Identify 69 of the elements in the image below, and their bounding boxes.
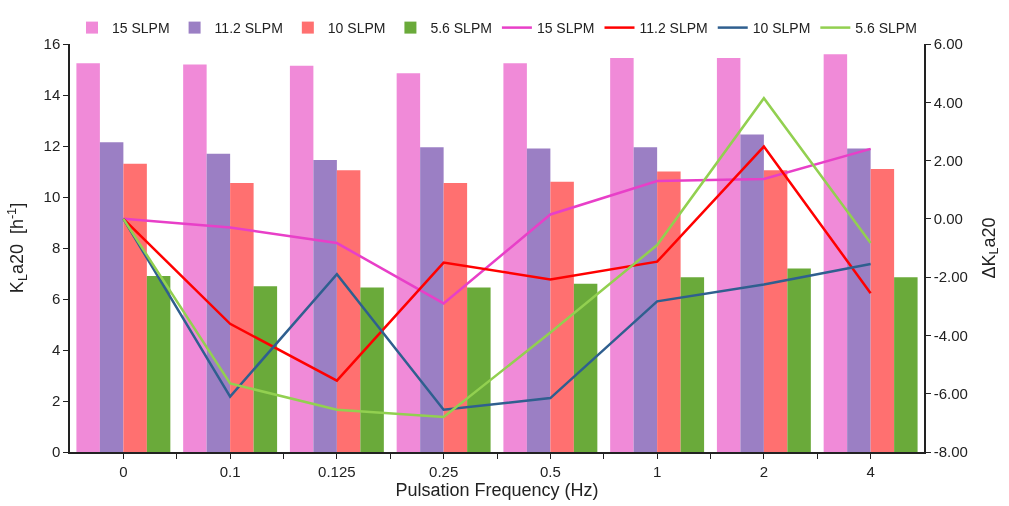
bar — [740, 134, 764, 452]
legend-label: 15 SLPM — [112, 20, 170, 37]
bar — [787, 268, 811, 452]
bar — [526, 148, 551, 452]
bar — [610, 58, 634, 452]
y2-tick-label: 0.00 — [933, 210, 963, 228]
y2-tick-label: 4.00 — [933, 93, 963, 111]
x-tick-label: 0 — [119, 462, 128, 480]
bar — [76, 63, 100, 452]
y-tick-label: 8 — [51, 239, 61, 257]
bar — [183, 64, 207, 452]
bar — [360, 287, 384, 452]
bar — [503, 63, 527, 452]
bar — [633, 147, 658, 452]
legend-label: 5.6 SLPM — [430, 20, 492, 37]
line-series — [122, 147, 872, 305]
bar — [336, 170, 361, 452]
x-tick-label: 2 — [759, 462, 769, 480]
legend-label: 10 SLPM — [327, 20, 386, 37]
y-tick-label: 6 — [51, 290, 61, 308]
y-tick-label: 0 — [51, 443, 61, 461]
bar — [123, 163, 147, 452]
legend-label: 11.2 SLPM — [214, 20, 283, 37]
y-tick-label: 16 — [43, 35, 61, 53]
bar — [206, 153, 231, 452]
x-tick-label: 1 — [652, 462, 662, 480]
y-tick-label: 12 — [43, 137, 61, 155]
y2-tick-label: -8.00 — [933, 443, 968, 461]
bar — [657, 171, 681, 452]
bar — [847, 148, 871, 452]
y-tick-label: 14 — [43, 86, 61, 104]
y-tick-label: 10 — [43, 188, 61, 206]
y2-tick-label: 6.00 — [933, 35, 963, 53]
bar — [420, 147, 444, 452]
bar — [573, 283, 598, 452]
bar — [680, 277, 705, 452]
bar — [396, 73, 421, 452]
bar — [870, 168, 895, 452]
y2-tick-label: -6.00 — [933, 384, 968, 402]
bar — [443, 182, 468, 452]
bar — [230, 182, 254, 452]
x-tick-label: 0.125 — [318, 462, 356, 480]
x-tick-label: 0.1 — [219, 462, 241, 480]
line-series — [122, 145, 872, 382]
legend-label: 15 SLPM — [536, 20, 595, 37]
legend-label: 10 SLPM — [752, 20, 811, 37]
bar — [763, 170, 788, 452]
y2-tick-label: -4.00 — [933, 326, 968, 344]
bar — [894, 277, 918, 452]
bar — [146, 276, 171, 452]
x-tick-label: 0.25 — [429, 462, 459, 480]
line-series — [122, 96, 872, 419]
bar — [550, 181, 574, 452]
legend-label: 5.6 SLPM — [855, 20, 917, 37]
x-tick-label: 0.5 — [539, 462, 561, 480]
y-tick-label: 4 — [51, 341, 61, 359]
x-axis-title: Pulsation Frequency (Hz) — [395, 479, 599, 500]
y2-tick-label: 2.00 — [933, 151, 963, 169]
bar — [253, 286, 278, 452]
bar — [823, 54, 848, 452]
legend-label: 11.2 SLPM — [639, 20, 708, 37]
bar — [467, 287, 491, 452]
bar — [99, 142, 124, 452]
x-tick-label: 4 — [866, 462, 875, 480]
bar — [716, 58, 741, 452]
bar — [289, 65, 314, 452]
bar — [313, 160, 337, 452]
y-tick-label: 2 — [51, 392, 61, 410]
y2-tick-label: -2.00 — [933, 268, 968, 286]
